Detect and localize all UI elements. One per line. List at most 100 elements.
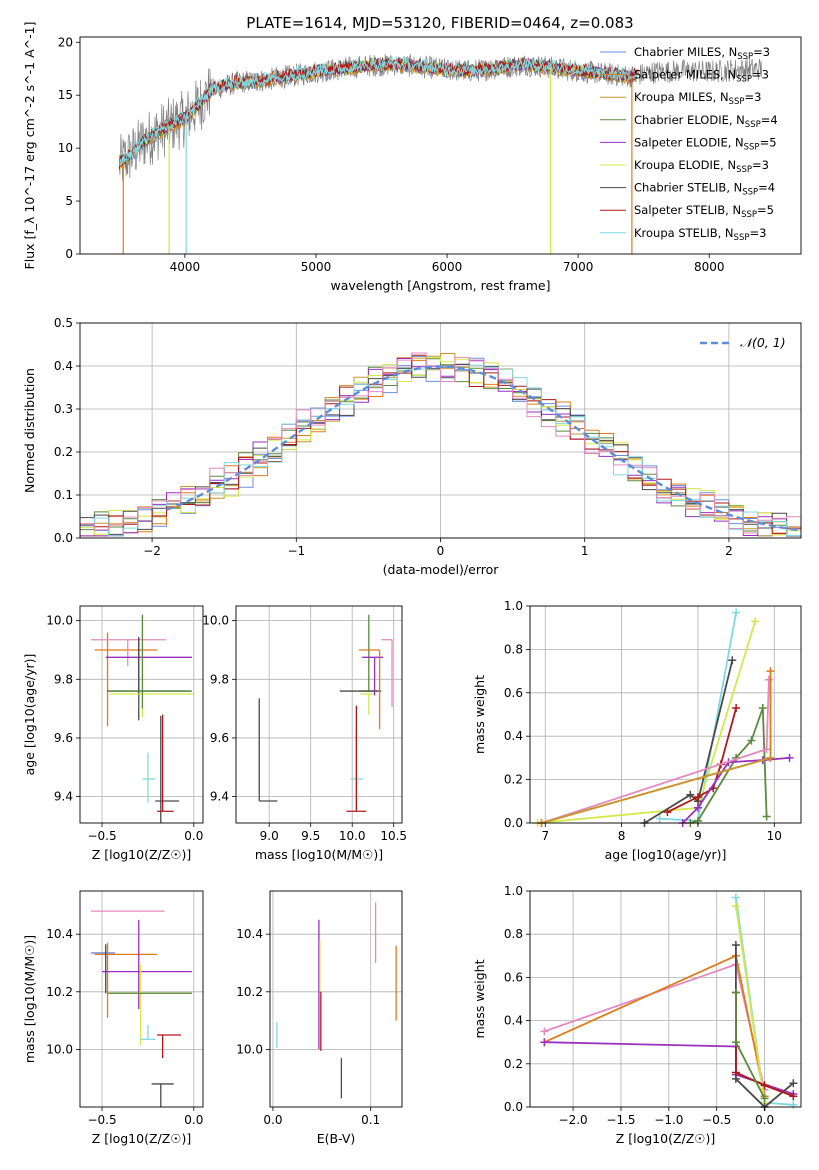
y-tick-label: 0.2 [504,1057,523,1071]
series-marker [785,753,794,762]
y-tick-label: 9.4 [210,790,229,804]
y-tick-label: 0.6 [504,970,523,984]
chart-mass-vs-ebv: 0.0 0.1 10.0 10.2 10.4 E(B-V) [236,890,403,1146]
series-marker [766,667,775,676]
chart-age-vs-Z: −0.5 0.0 9.4 9.6 9.8 10.0 Z [log10(Z/Z☉)] age [… [22,605,204,862]
series-marker [732,703,741,712]
y-tick-label: 1.0 [504,599,523,613]
gaussian-curve [166,365,801,532]
y-tick-label: 9.8 [54,672,73,686]
y-tick-label: 20 [58,35,73,49]
x-tick-label: 10.5 [380,829,407,843]
series-marker [751,617,760,626]
model-spectrum-line [118,59,637,171]
series-marker [764,675,773,684]
x-axis-label: wavelength [Angstrom, rest frame] [330,278,550,293]
legend-entry: 𝒩(0, 1) [740,335,786,350]
x-tick-label: −2 [143,544,161,558]
series-marker [731,902,740,911]
series-marker [762,745,771,754]
x-tick-label: 1 [581,544,589,558]
y-tick-label: 10.0 [46,1042,73,1056]
series-marker [731,893,740,902]
y-tick-label: 10.0 [46,614,73,628]
x-tick-label: 0.1 [361,1113,380,1127]
y-tick-label: 5 [65,194,73,208]
y-tick-label: 10.4 [46,927,73,941]
series-marker [540,1038,549,1047]
y-axis-label: Flux [f_λ 10^-17 erg cm^-2 s^-1 A^-1] [22,22,37,270]
axes-frame [529,605,802,824]
series-marker [731,1068,740,1077]
series-marker [762,812,771,821]
y-tick-label: 0.6 [504,686,523,700]
x-tick-label: −1 [287,544,305,558]
y-axis-label: mass weight [472,959,487,1038]
histogram-line [80,352,801,534]
y-tick-label: 0 [65,247,73,261]
points [276,902,397,1099]
legend-entry: Kroupa STELIB, NSSP=3 [634,226,766,243]
y-tick-label: 0.0 [54,531,73,545]
y-tick-label: 9.6 [54,731,73,745]
x-tick-label: −0.5 [87,829,116,843]
chart-spectrum: 4000 5000 6000 7000 8000 0 5 10 15 20 wavelength [… [22,22,802,293]
series-marker [731,1038,740,1047]
series-marker [747,736,756,745]
x-axis-label: Z [log10(Z/Z☉)] [616,1131,716,1146]
chart-weight-vs-age: 7 8 9 10 0.0 0.2 0.4 0.6 0.8 1.0 age [log10(age/yr… [472,599,802,862]
x-tick-label: 5000 [301,260,332,274]
axes-frame [235,605,403,824]
y-tick-label: 10 [58,141,73,155]
y-tick-label: 0.8 [504,642,523,656]
series-marker [686,790,695,799]
y-axis-label: mass [log10(M/M☉)] [22,935,37,1063]
x-tick-label: 9 [694,829,702,843]
x-tick-label: −2.0 [559,1113,588,1127]
x-tick-label: 10 [767,829,782,843]
series-marker [789,1092,798,1101]
axes-frame [529,890,802,1108]
y-tick-label: 0.1 [54,488,73,502]
chart-age-vs-mass: 9.0 9.5 10.0 10.5 9.4 9.6 9.8 10.0 mass [log10(M… [202,605,407,862]
x-tick-label: 7000 [563,260,594,274]
y-tick-label: 9.4 [54,790,73,804]
legend-entry: Kroupa ELODIE, NSSP=3 [634,158,769,175]
axes-frame [79,890,204,1108]
x-axis-label: Z [log10(Z/Z☉)] [92,847,192,862]
x-tick-label: 8000 [694,260,725,274]
axes-frame [269,890,403,1108]
y-tick-label: 10.0 [202,614,229,628]
legend-entry: Kroupa MILES, NSSP=3 [634,90,761,107]
y-tick-label: 0.5 [54,316,73,330]
series-marker [732,608,741,617]
x-tick-label: 10.0 [339,829,366,843]
x-tick-label: 0.0 [755,1113,774,1127]
series-line [541,679,770,824]
spectrum-legend: Chabrier MILES, NSSP=3 Salpeter MILES, NS… [600,45,778,243]
y-tick-label: 10.2 [236,985,263,999]
chart-residuals: −2 −1 0 1 2 0.0 0.1 0.2 0.3 0.4 0.5 (data-model)/er… [22,316,802,577]
x-tick-label: 4000 [170,260,201,274]
legend-entry: Salpeter ELODIE, NSSP=5 [634,135,777,152]
x-tick-label: 2 [725,544,733,558]
series-line [544,954,766,1097]
model-spectrum-line [118,58,637,171]
series-marker [766,753,775,762]
x-axis-label: (data-model)/error [383,562,500,577]
series-marker [663,808,672,817]
x-tick-label: 0.0 [184,829,203,843]
x-tick-label: 9.0 [260,829,279,843]
spectrum-lines [118,53,763,254]
x-axis-label: Z [log10(Z/Z☉)] [92,1131,192,1146]
series-marker [693,792,702,801]
x-tick-label: 9.5 [301,829,320,843]
series-marker [655,814,664,823]
series-marker [758,703,767,712]
y-tick-label: 0.4 [504,729,523,743]
series-line [541,671,772,824]
axes-frame [79,36,802,255]
x-axis-label: mass [log10(M/M☉)] [255,847,383,862]
x-tick-label: 7 [541,829,549,843]
